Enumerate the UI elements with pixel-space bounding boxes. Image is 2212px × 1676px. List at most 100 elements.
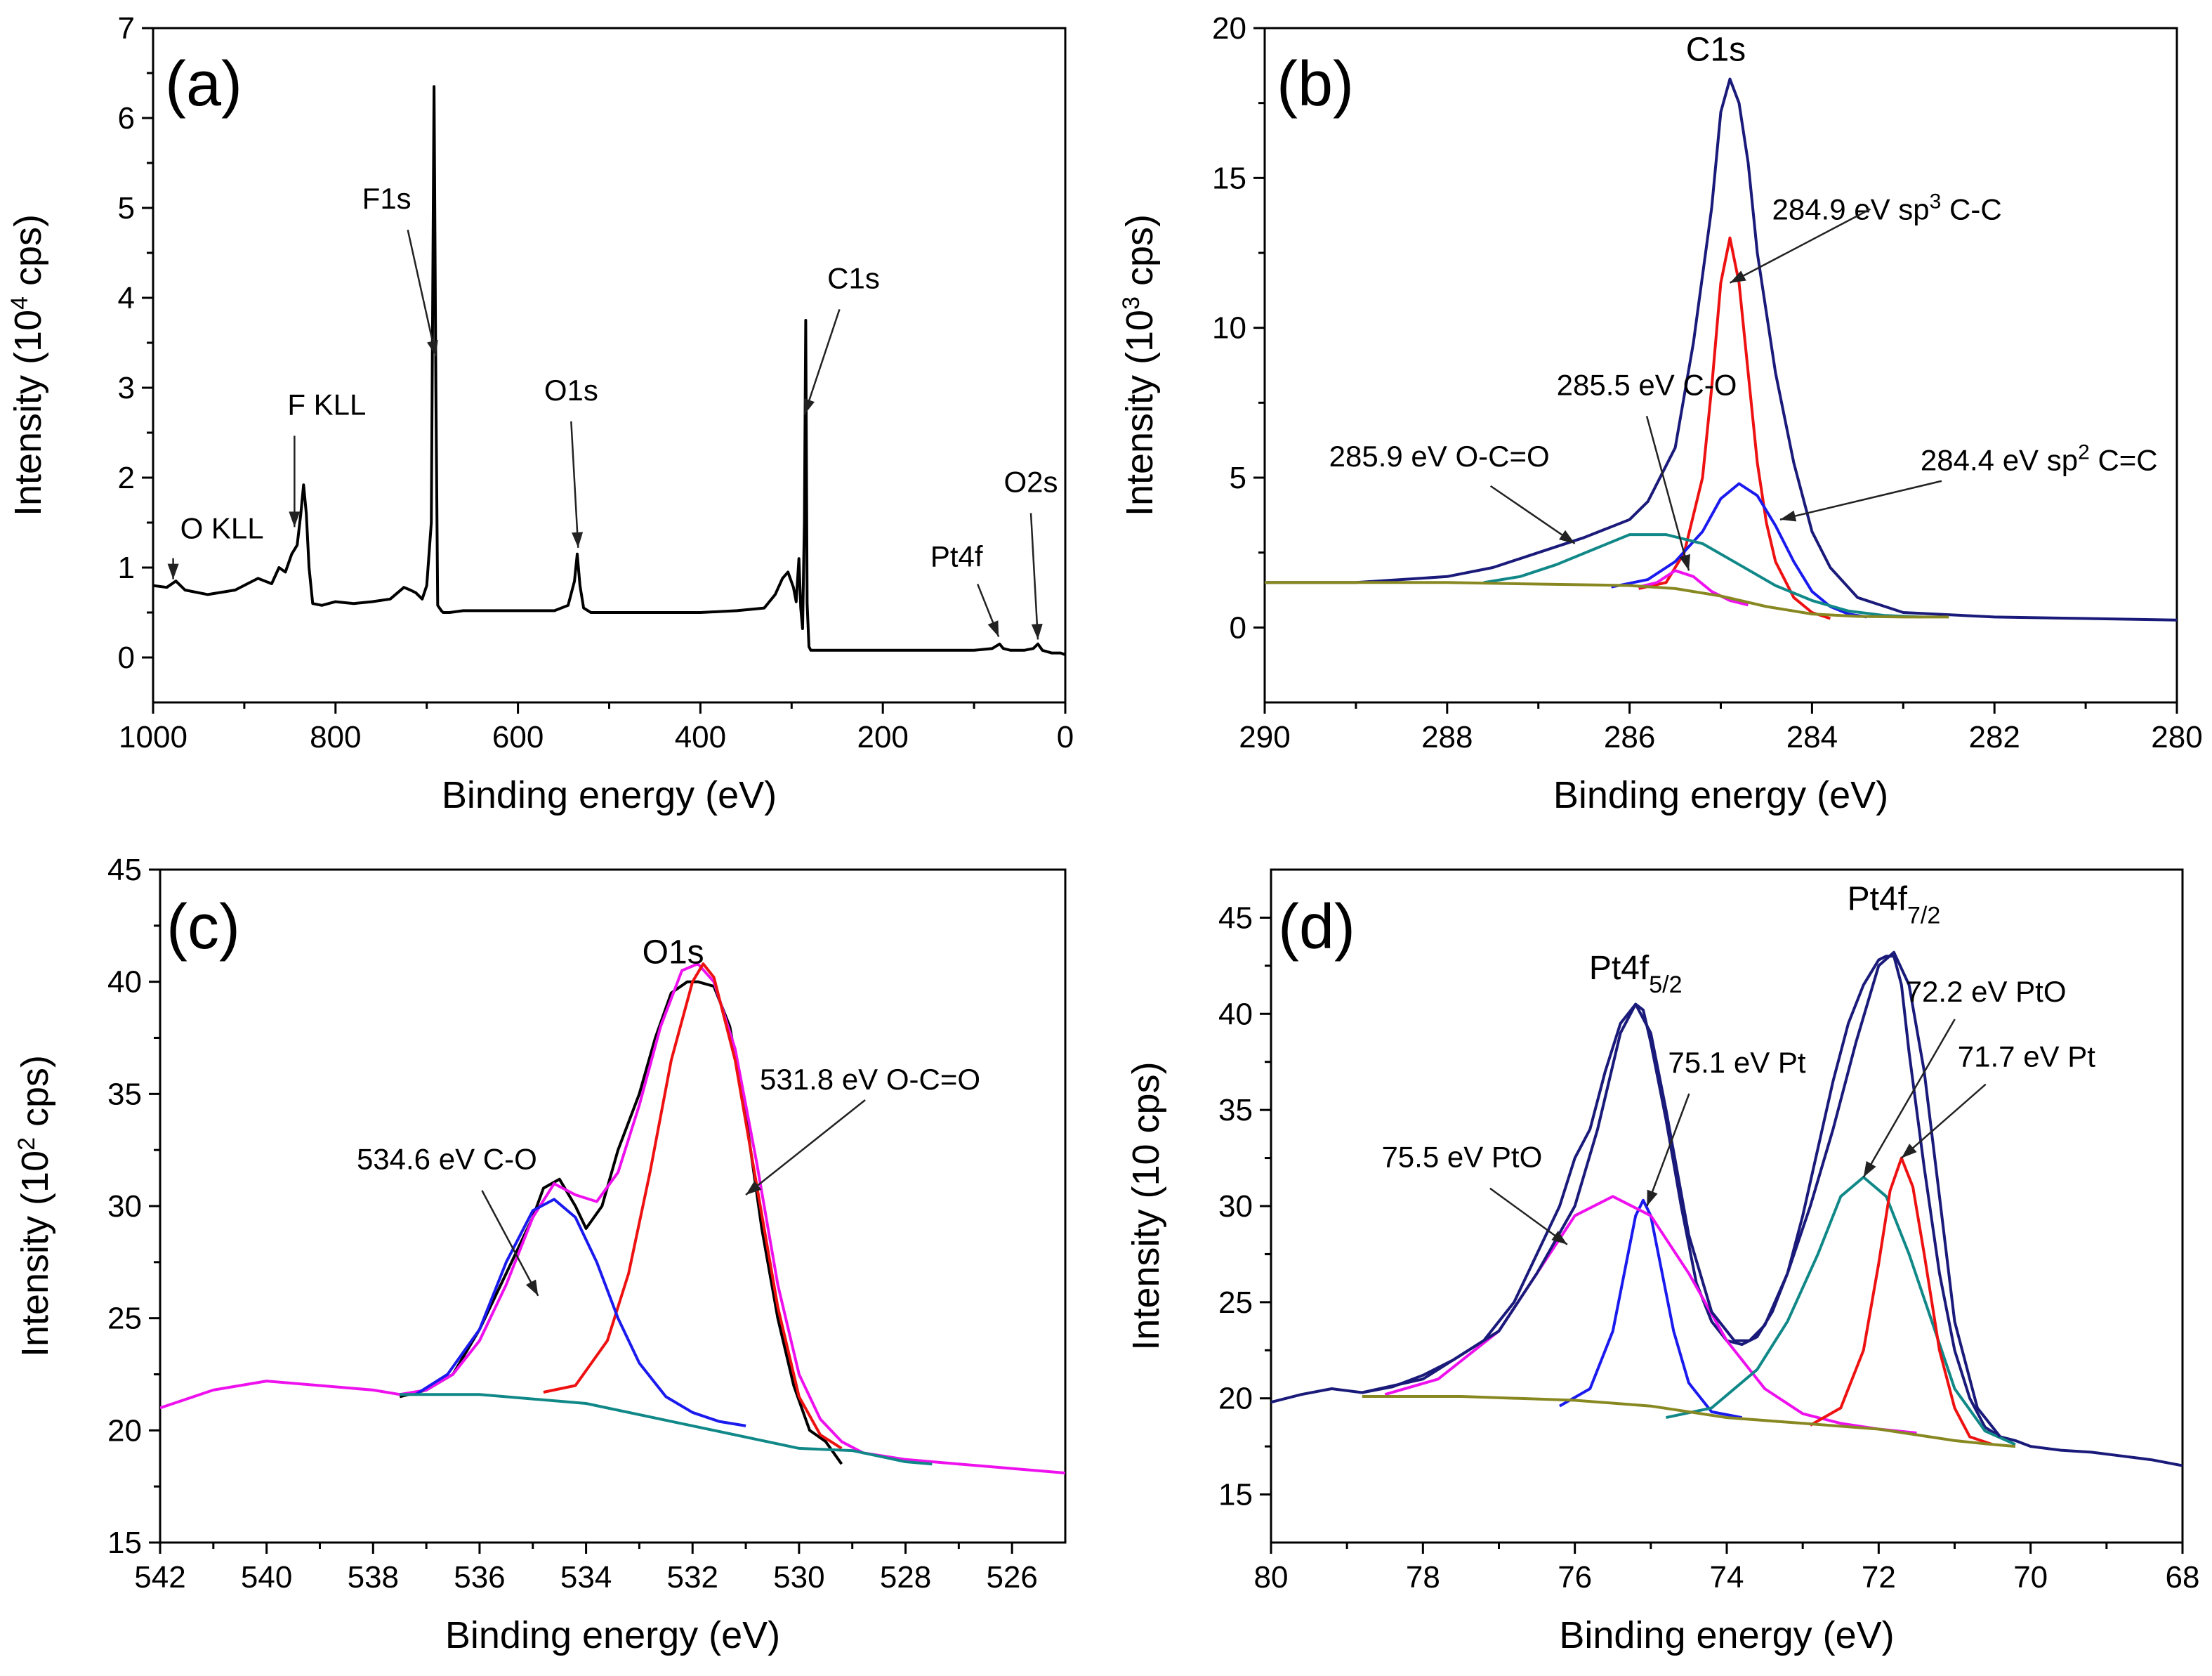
y-tick-label: 15: [1212, 161, 1246, 195]
series-284-9-ev-sp3-c-c: [1638, 236, 1831, 620]
peak-annotation: 71.7 eV Pt: [1958, 1040, 2095, 1073]
peak-title: Pt4f5/2: [1589, 950, 1683, 998]
y-tick-label: 20: [1218, 1382, 1253, 1416]
y-axis-title: Intensity (103 cps): [1118, 214, 1161, 516]
panel-letter: (a): [165, 49, 242, 119]
plot-frame: [159, 868, 1067, 1544]
x-tick-label: 80: [1254, 1560, 1289, 1595]
x-tick-label: 538: [348, 1560, 399, 1595]
annotation-arrow: [570, 421, 579, 548]
annotation-arrow: [1900, 1083, 1987, 1159]
x-tick-label: 200: [857, 720, 908, 754]
annotation-arrow: [481, 1190, 539, 1297]
y-tick-label: 1: [118, 551, 135, 585]
arrow-head: [289, 511, 301, 528]
peak-annotation: F1s: [362, 182, 412, 215]
x-tick-label: 0: [1057, 720, 1074, 754]
x-tick-label: 286: [1604, 720, 1655, 754]
y-tick-label: 20: [1212, 11, 1246, 46]
series-534-6-ev-c-o: [414, 1198, 746, 1427]
annotation-arrow: [1645, 415, 1690, 571]
y-tick-label: 0: [1230, 610, 1246, 645]
x-axis-title: Binding energy (eV): [1553, 774, 1888, 816]
series-background: [1265, 581, 1949, 619]
peak-annotation: F KLL: [287, 388, 366, 421]
y-tick-label: 15: [1218, 1478, 1253, 1512]
y-tick-label: 25: [1218, 1285, 1253, 1320]
x-axis-title: Binding energy (eV): [442, 774, 777, 816]
annotation-arrow: [1862, 1019, 1956, 1178]
peak-annotation: 75.1 eV Pt: [1668, 1046, 1805, 1079]
series-envelope: [1265, 77, 2177, 622]
x-tick-label: 70: [2013, 1560, 2048, 1595]
arrow-head: [1031, 624, 1043, 640]
x-tick-label: 600: [492, 720, 544, 754]
x-tick-label: 530: [773, 1560, 824, 1595]
x-tick-label: 532: [667, 1560, 718, 1595]
series-survey: [153, 85, 1065, 657]
annotation-arrow: [745, 1099, 866, 1196]
x-tick-label: 68: [2166, 1560, 2200, 1595]
panel-letter: (d): [1278, 892, 1355, 962]
panel-b-c1s: 290 288 286 284 282 280 0 5 10 15 20 Binding energy…: [1118, 11, 2203, 816]
series-285-5-ev-c-o: [1638, 569, 1749, 607]
peak-annotation: Pt4f: [930, 540, 983, 573]
y-tick-label: 2: [118, 461, 135, 495]
y-axis-title: Intensity (102 cps): [13, 1055, 56, 1357]
x-tick-label: 536: [454, 1560, 505, 1595]
y-tick-label: 5: [1230, 461, 1246, 495]
arrow-head: [1679, 554, 1690, 571]
x-tick-label: 78: [1406, 1560, 1440, 1595]
arrow-head: [1730, 270, 1746, 283]
arrow-head: [803, 398, 815, 415]
panel-c-o1s: 542 540 538 536 534 532 530 528 526 15 20 25 30 35 40 4…: [13, 853, 1067, 1656]
annotation-arrow: [803, 309, 841, 415]
x-tick-label: 74: [1710, 1560, 1744, 1595]
series-284-4-ev-sp2-c-c: [1611, 482, 1867, 619]
arrow-head: [167, 563, 179, 580]
plot-frame: [1263, 27, 2178, 704]
x-axis-title: Binding energy (eV): [445, 1614, 780, 1656]
x-tick-label: 290: [1239, 720, 1290, 754]
panel-d-pt4f: 80 78 76 74 72 70 68 15 20 25 30 35 40 45 Binding ener…: [1125, 868, 2200, 1656]
peak-annotation: 284.4 eV sp2 C=C: [1921, 440, 2158, 477]
x-tick-label: 280: [2151, 720, 2202, 754]
plot-frame: [152, 27, 1067, 704]
panel-letter: (c): [166, 892, 240, 962]
annotation-arrow: [1489, 485, 1576, 544]
arrow-head: [987, 620, 999, 637]
arrow-head: [1901, 1144, 1917, 1158]
peak-annotation: O1s: [544, 374, 598, 407]
y-tick-label: 6: [118, 101, 135, 136]
arrow-head: [1863, 1160, 1876, 1177]
y-tick-label: 40: [1218, 997, 1253, 1031]
arrow-head: [525, 1279, 539, 1296]
annotation-arrow: [1729, 208, 1871, 284]
y-tick-label: 7: [118, 11, 135, 46]
arrow-head: [746, 1181, 762, 1195]
series-background: [400, 1393, 933, 1466]
peak-annotation: 72.2 eV PtO: [1906, 975, 2067, 1008]
y-tick-label: 45: [1218, 901, 1253, 935]
y-tick-label: 30: [1218, 1189, 1253, 1224]
series-envelope: [160, 962, 1065, 1474]
x-tick-label: 76: [1558, 1560, 1592, 1595]
y-tick-label: 20: [107, 1413, 142, 1448]
peak-annotation: 531.8 eV O-C=O: [760, 1063, 980, 1096]
y-tick-label: 45: [107, 853, 142, 887]
arrow-head: [572, 532, 584, 548]
x-tick-label: 528: [880, 1560, 931, 1595]
arrow-head: [1551, 1231, 1567, 1245]
annotation-arrow: [1489, 1187, 1568, 1245]
x-tick-label: 800: [310, 720, 361, 754]
series-raw: [399, 980, 843, 1465]
series-envelope: [1362, 950, 2001, 1438]
y-tick-label: 30: [107, 1189, 142, 1224]
x-tick-label: 540: [241, 1560, 292, 1595]
series-71-7-ev-pt: [1810, 1156, 1994, 1446]
panel-a-survey: 1000 800 600 400 200 0 0 1 2 3 4 5 6 7 Binding energy …: [6, 11, 1074, 816]
arrow-head: [427, 340, 438, 357]
peak-annotation: 75.5 eV PtO: [1381, 1141, 1542, 1174]
peak-annotation: O2s: [1004, 465, 1058, 498]
